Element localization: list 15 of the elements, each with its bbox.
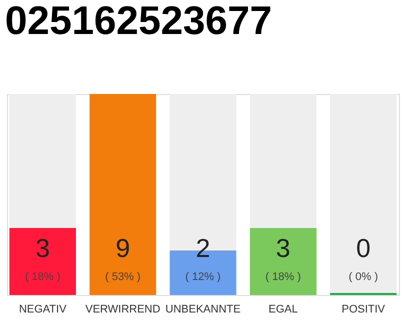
- annotation: ( 53% ): [105, 271, 141, 283]
- x-tick-label: EGAL: [268, 304, 298, 316]
- data-label: 0: [356, 233, 371, 263]
- annotation: ( 18% ): [265, 271, 301, 283]
- annotation: ( 18% ): [24, 271, 60, 283]
- data-label: 9: [116, 233, 130, 263]
- annotation: ( 12% ): [185, 271, 221, 283]
- annotation: ( 0% ): [348, 271, 378, 283]
- chart-title: 025162523677: [5, 0, 272, 43]
- data-label: 3: [276, 233, 290, 263]
- x-tick-label: POSITIV: [342, 304, 386, 316]
- x-tick-label: UNBEKANNTE: [165, 304, 241, 316]
- data-label: 3: [35, 233, 50, 263]
- x-tick-label: NEGATIV: [18, 304, 68, 316]
- x-tick-label: VERWIRREND: [85, 304, 160, 316]
